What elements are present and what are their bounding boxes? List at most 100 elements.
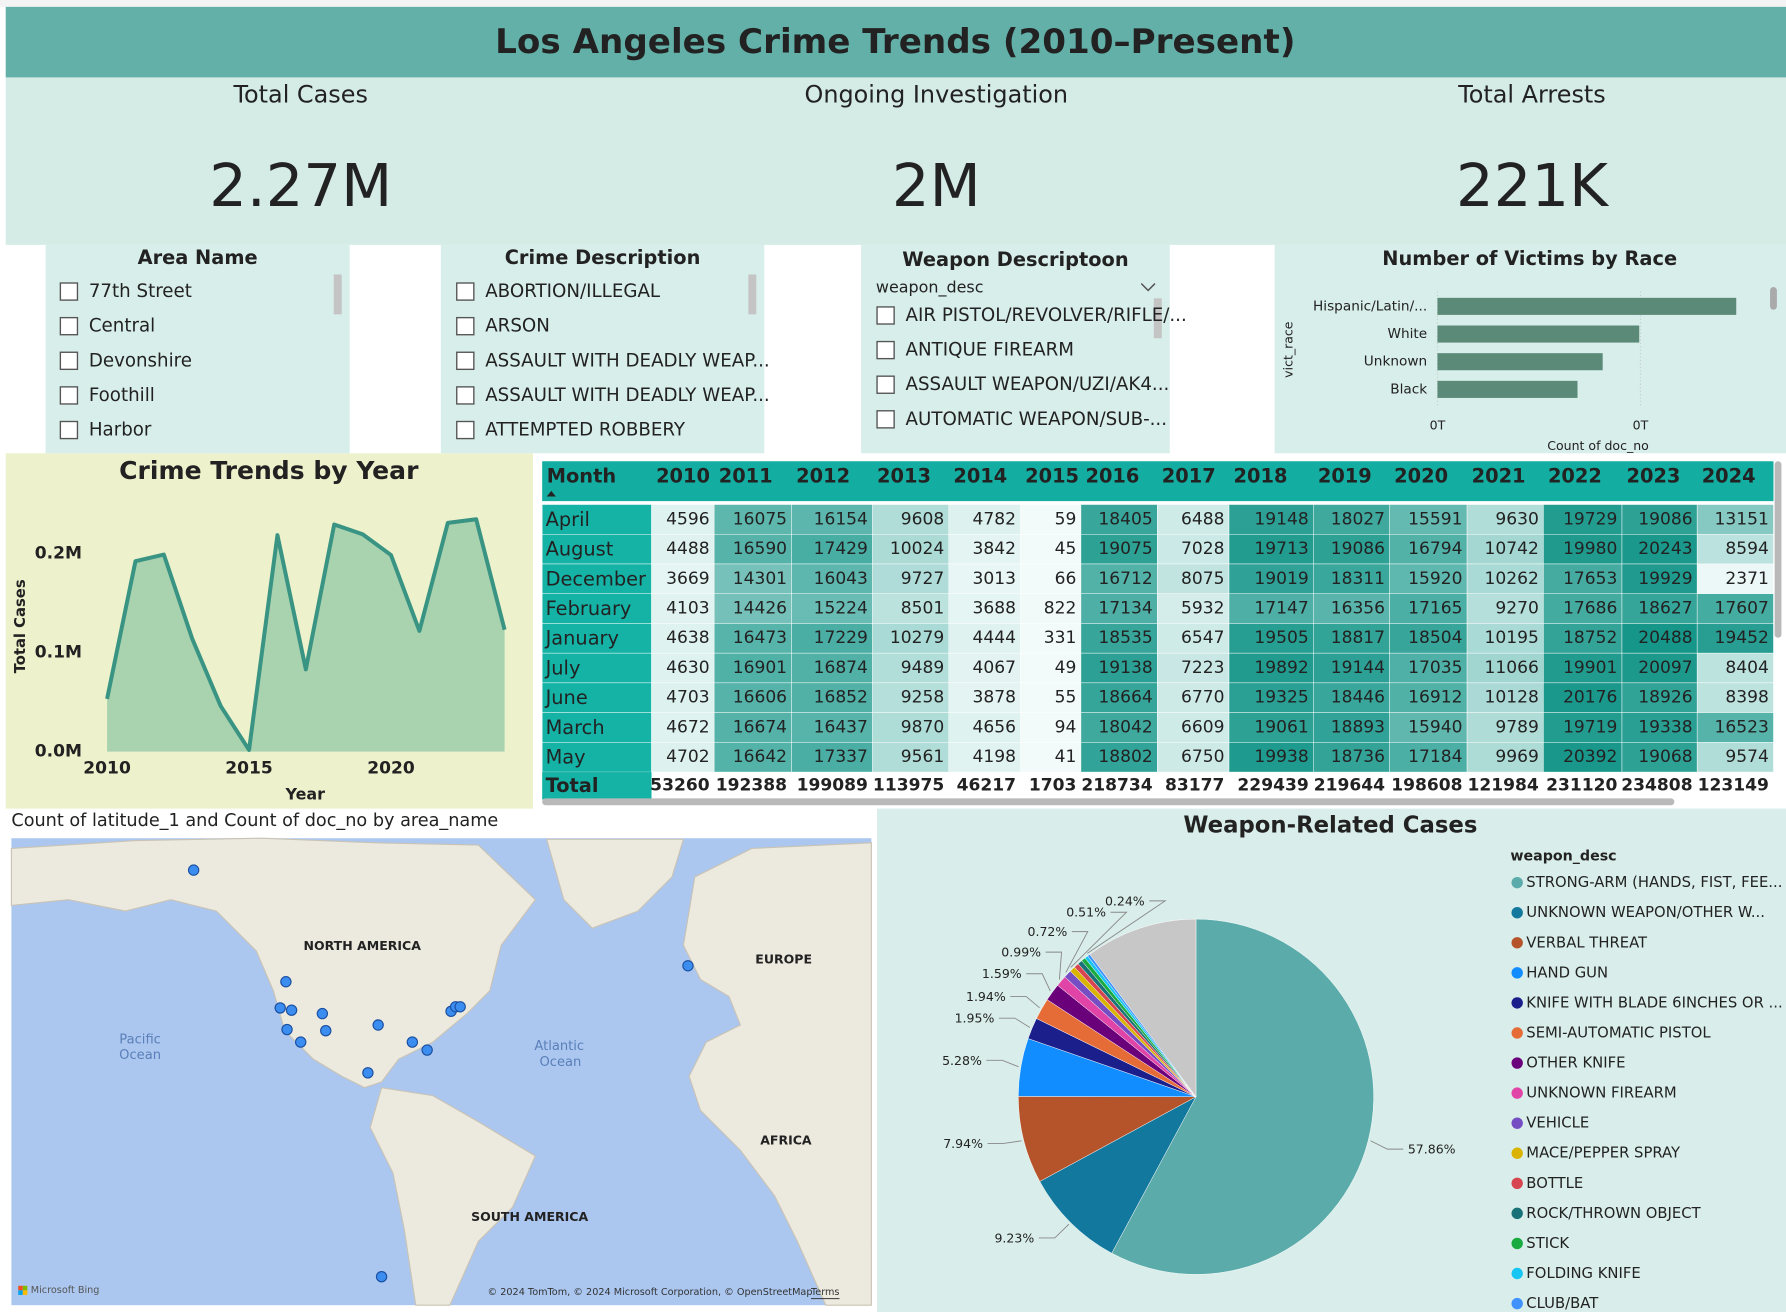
table-cell	[651, 534, 715, 565]
cell-value: 16852	[814, 688, 868, 708]
map-point	[274, 1002, 286, 1014]
slicer-checkbox[interactable]	[876, 410, 895, 429]
cell-value: 18042	[1098, 717, 1152, 737]
slicer-item[interactable]: ANTIQUE FIREARM	[906, 340, 1074, 361]
row-header: April	[546, 508, 590, 531]
x-axis-label: Year	[285, 784, 326, 803]
cell-value: 18817	[1331, 628, 1385, 648]
cell-value: 10742	[1484, 539, 1538, 559]
slicer-checkbox[interactable]	[456, 386, 475, 405]
table-cell	[1228, 563, 1314, 594]
map-attribution: © 2024 TomTom, © 2024 Microsoft Corporat…	[488, 1287, 813, 1298]
slicer-item[interactable]: Foothill	[89, 385, 155, 406]
table-cell	[872, 504, 950, 535]
map-point	[682, 960, 694, 972]
legend-label[interactable]: FOLDING KNIFE	[1526, 1265, 1640, 1282]
slicer-item[interactable]: Central	[89, 316, 155, 337]
legend-label[interactable]: UNKNOWN FIREARM	[1526, 1085, 1676, 1102]
total-row-bg	[542, 772, 1774, 800]
slicer-item[interactable]: AUTOMATIC WEAPON/SUB-...	[906, 409, 1168, 430]
table-cell	[1696, 504, 1774, 535]
legend-label[interactable]: ROCK/THROWN OBJECT	[1526, 1205, 1701, 1222]
slicer-checkbox[interactable]	[59, 351, 79, 371]
total-value: 121984	[1468, 776, 1539, 796]
slicer-item[interactable]: ARSON	[485, 316, 550, 337]
legend-marker	[1511, 967, 1523, 979]
legend-label[interactable]: BOTTLE	[1526, 1175, 1583, 1192]
slicer-item[interactable]: AIR PISTOL/REVOLVER/RIFLE/...	[906, 305, 1187, 326]
v-scrollbar[interactable]	[1774, 461, 1782, 638]
map-point	[421, 1044, 433, 1056]
cell-value: 4656	[973, 717, 1016, 737]
h-scrollbar[interactable]	[542, 798, 1675, 806]
slicer-item[interactable]: ATTEMPTED ROBBERY	[485, 420, 686, 441]
map-point	[320, 1025, 332, 1037]
table-cell	[948, 682, 1021, 713]
slicer-checkbox[interactable]	[456, 316, 475, 336]
cell-value: 19505	[1254, 628, 1308, 648]
column-header: 2023	[1627, 465, 1681, 488]
table-cell	[1157, 742, 1230, 773]
slicer-item[interactable]: Devonshire	[89, 350, 192, 371]
cell-value: 9727	[901, 569, 944, 589]
row-header-cell	[541, 742, 652, 773]
slicer-item[interactable]: ASSAULT WITH DEADLY WEAP...	[485, 350, 770, 371]
table-cell	[1313, 623, 1390, 654]
slicer-checkbox[interactable]	[59, 282, 79, 301]
legend-marker	[1511, 1237, 1523, 1250]
slicer-checkbox[interactable]	[59, 316, 79, 336]
y-tick-label: White	[1387, 326, 1427, 342]
legend-label[interactable]: CLUB/BAT	[1526, 1295, 1599, 1312]
legend-label[interactable]: UNKNOWN WEAPON/OTHER W...	[1526, 904, 1765, 921]
legend-label[interactable]: MACE/PEPPER SPRAY	[1526, 1145, 1681, 1162]
legend-label[interactable]: STRONG-ARM (HANDS, FIST, FEE...	[1526, 874, 1782, 891]
slicer-checkbox[interactable]	[876, 340, 895, 360]
legend-label[interactable]: KNIFE WITH BLADE 6INCHES OR ...	[1526, 994, 1782, 1011]
map-terms[interactable]: Terms	[810, 1287, 839, 1298]
cell-value: 19452	[1715, 628, 1769, 648]
slicer-item[interactable]: Harbor	[89, 420, 152, 441]
cell-value: 16437	[814, 717, 868, 737]
slicer-checkbox[interactable]	[876, 306, 895, 325]
slicer-checkbox[interactable]	[456, 420, 475, 440]
slicer-checkbox[interactable]	[456, 282, 475, 301]
legend-label[interactable]: OTHER KNIFE	[1526, 1055, 1625, 1072]
slicer-item[interactable]: 77th Street	[89, 281, 192, 302]
table-cell	[1313, 682, 1390, 713]
table-cell	[1313, 742, 1390, 773]
legend-marker	[1511, 937, 1523, 949]
kpi-value: 221K	[1456, 151, 1610, 220]
leader-line	[1038, 1223, 1070, 1239]
table-cell	[948, 563, 1021, 594]
cell-value: 4703	[666, 688, 709, 708]
slicer-item[interactable]: ABORTION/ILLEGAL	[485, 281, 661, 302]
total-value: 234808	[1621, 776, 1692, 796]
legend-label[interactable]: STICK	[1526, 1235, 1570, 1252]
legend-label[interactable]: HAND GUN	[1526, 964, 1608, 981]
slicer-item[interactable]: ASSAULT WEAPON/UZI/AK4...	[906, 374, 1170, 395]
y-tick-label: 0.1M	[35, 643, 82, 663]
table-cell	[1466, 563, 1544, 594]
map-title: Count of latitude_1 and Count of doc_no …	[11, 811, 498, 831]
column-header: 2011	[719, 465, 773, 488]
data-label: 5.28%	[942, 1053, 982, 1068]
cell-value: 8501	[901, 599, 944, 619]
cell-value: 16590	[733, 539, 787, 559]
legend-marker	[1511, 1267, 1523, 1280]
cell-value: 18535	[1098, 628, 1152, 648]
slicer-checkbox[interactable]	[456, 351, 475, 371]
slicer-checkbox[interactable]	[876, 375, 895, 394]
legend-label[interactable]: VEHICLE	[1526, 1115, 1589, 1132]
table-cell	[948, 623, 1021, 654]
row-header-cell	[541, 563, 652, 594]
legend-label[interactable]: SEMI-AUTOMATIC PISTOL	[1526, 1024, 1711, 1041]
slicer-item[interactable]: ASSAULT WITH DEADLY WEAP...	[485, 385, 770, 406]
slicer-checkbox[interactable]	[59, 420, 79, 440]
cell-value: 55	[1055, 688, 1077, 708]
cell-value: 6609	[1181, 717, 1224, 737]
legend-label[interactable]: VERBAL THREAT	[1526, 934, 1648, 951]
slicer-checkbox[interactable]	[59, 386, 79, 405]
cell-value: 9489	[901, 658, 944, 678]
slicer-field: weapon_desc	[876, 278, 984, 298]
